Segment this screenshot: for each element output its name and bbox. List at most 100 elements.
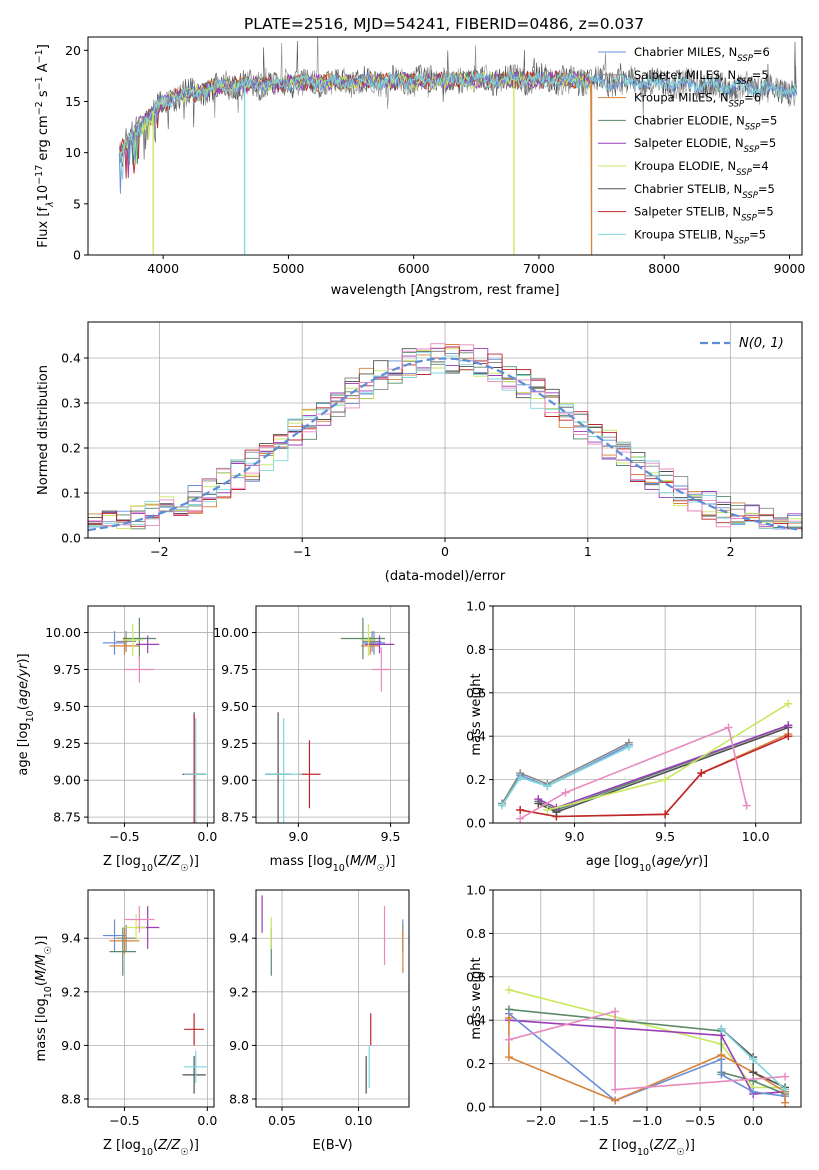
label-part: ( <box>16 705 31 710</box>
label-part: ( <box>649 1138 654 1153</box>
y-tick-label: 9.25 <box>221 736 249 751</box>
y-tick-label: 0.4 <box>466 729 486 744</box>
label-part: 10 <box>333 863 345 874</box>
legend-entry: Kroupa MILES, NSSP=6 <box>634 91 761 110</box>
label-part: ☉ <box>43 946 54 955</box>
label-part: M/M <box>34 954 49 981</box>
x-axis-label: mass [log10(M/M☉)] <box>270 854 396 874</box>
x-axis-label: E(B-V) <box>312 1138 352 1153</box>
x-axis-label: Z [log10(Z/Z☉)] <box>599 1138 695 1158</box>
y-tick-label: 9.0 <box>229 1038 249 1053</box>
mass-vs-z-axes: −0.5 0.0 8.8 9.0 9.2 9.4 <box>61 890 217 1128</box>
label-part: )] <box>385 854 395 869</box>
errorbar-point <box>361 623 376 657</box>
legend-value: =6 <box>753 45 770 59</box>
legend-label: Chabrier STELIB, N <box>634 182 742 196</box>
x-tick-label: 9.5 <box>655 829 675 844</box>
x-tick-label: 0.05 <box>268 1113 296 1128</box>
x-tick-label: 0.0 <box>197 829 217 844</box>
data-point-marker <box>504 1035 513 1044</box>
x-tick-label: −0.5 <box>109 829 139 844</box>
legend-label: Kroupa ELODIE, N <box>634 159 736 173</box>
label-part: )] <box>189 1138 199 1153</box>
data-point-marker <box>611 1085 620 1094</box>
label-part: ☉ <box>180 1147 189 1158</box>
x-tick-label: 0.0 <box>197 1113 217 1128</box>
data-point-marker <box>561 788 570 797</box>
label-part: Z [log <box>103 854 141 869</box>
legend-entry: Chabrier ELODIE, NSSP=5 <box>634 113 777 132</box>
residuals-axes: −2 −1 0 1 2 0.0 0.1 0.2 0.3 0.4 <box>61 322 802 559</box>
data-point-marker <box>661 810 670 819</box>
label-part: ☉ <box>377 863 386 874</box>
x-tick-label: −1.5 <box>579 1113 609 1128</box>
series-line-salpeter-elodie <box>537 724 789 809</box>
x-tick-label: −1 <box>293 544 311 559</box>
label-part: 10 <box>639 863 651 874</box>
label-part: mass [log <box>34 998 49 1061</box>
series-line-pink <box>508 1010 786 1091</box>
label-part: age [log <box>586 854 639 869</box>
histogram-pink <box>88 343 802 528</box>
x-tick-label: 4000 <box>147 261 179 276</box>
x-axis-label: age [log10(age/yr)] <box>586 854 708 874</box>
y-axis-label: mass weight <box>469 673 484 755</box>
spectrum-frame <box>87 36 803 256</box>
label-part: −1 <box>34 49 45 63</box>
errorbar-point <box>116 924 137 952</box>
legend-value: =5 <box>759 136 776 150</box>
x-tick-label: 9000 <box>774 261 806 276</box>
errorbar-point <box>362 631 386 655</box>
data-point-marker <box>611 1007 620 1016</box>
x-tick-label: −1.0 <box>632 1113 662 1128</box>
errorbar-point <box>109 927 140 955</box>
x-tick-label: 5000 <box>273 261 305 276</box>
mass-weight-vs-age-frame <box>492 605 802 824</box>
residuals-frame <box>87 321 803 539</box>
y-tick-label: 9.00 <box>221 773 249 788</box>
x-axis-label: Z [log10(Z/Z☉)] <box>103 854 199 874</box>
data-point-marker <box>742 801 751 810</box>
label-part: −1 <box>34 76 45 90</box>
errorbar-point <box>265 718 303 823</box>
y-tick-label: 15 <box>65 94 81 109</box>
x-axis-label: wavelength [Angstrom, rest frame] <box>331 283 560 298</box>
errorbar-point <box>184 1050 208 1083</box>
y-tick-label: 8.8 <box>229 1091 249 1106</box>
x-tick-label: 8000 <box>648 261 680 276</box>
label-part: ( <box>651 854 656 869</box>
label-part: λ <box>45 201 56 208</box>
legend-entry: Chabrier STELIB, NSSP=5 <box>634 182 775 201</box>
y-tick-label: 9.0 <box>61 1038 81 1053</box>
label-part: age/yr <box>16 662 31 705</box>
label-part: Z [log <box>103 1138 141 1153</box>
errorbar-point <box>124 656 155 683</box>
data-point-marker <box>697 769 706 778</box>
errorbar-point <box>372 647 391 692</box>
data-point-marker <box>749 1087 758 1096</box>
legend-value: =5 <box>758 182 775 196</box>
label-part: age [log <box>16 722 31 775</box>
y-tick-label: 9.75 <box>221 662 249 677</box>
mass-vs-z-frame <box>87 889 215 1108</box>
data-point-marker <box>784 699 793 708</box>
mass-weight-vs-z-frame <box>492 889 802 1108</box>
label-part: M/M <box>350 854 377 869</box>
legend-label: Salpeter ELODIE, N <box>634 136 744 150</box>
y-tick-label: 0.8 <box>466 926 486 941</box>
label-part: Z/Z <box>653 1138 677 1153</box>
x-tick-label: 10.0 <box>742 829 770 844</box>
legend-label: Salpeter MILES, N <box>634 68 736 82</box>
series-line-chabrier-miles <box>508 1013 786 1102</box>
label-part: Z/Z <box>157 1138 181 1153</box>
data-point-marker <box>504 1014 513 1023</box>
label-part: 10 <box>637 1147 649 1158</box>
y-tick-label: 0.0 <box>61 531 81 546</box>
y-tick-label: 0.1 <box>61 486 81 501</box>
age-vs-mass-frame <box>255 605 410 824</box>
legend-sub: SSP <box>744 145 760 155</box>
y-tick-label: 0.6 <box>466 969 486 984</box>
data-point-marker <box>749 1068 758 1077</box>
errorbar-point <box>362 631 382 652</box>
